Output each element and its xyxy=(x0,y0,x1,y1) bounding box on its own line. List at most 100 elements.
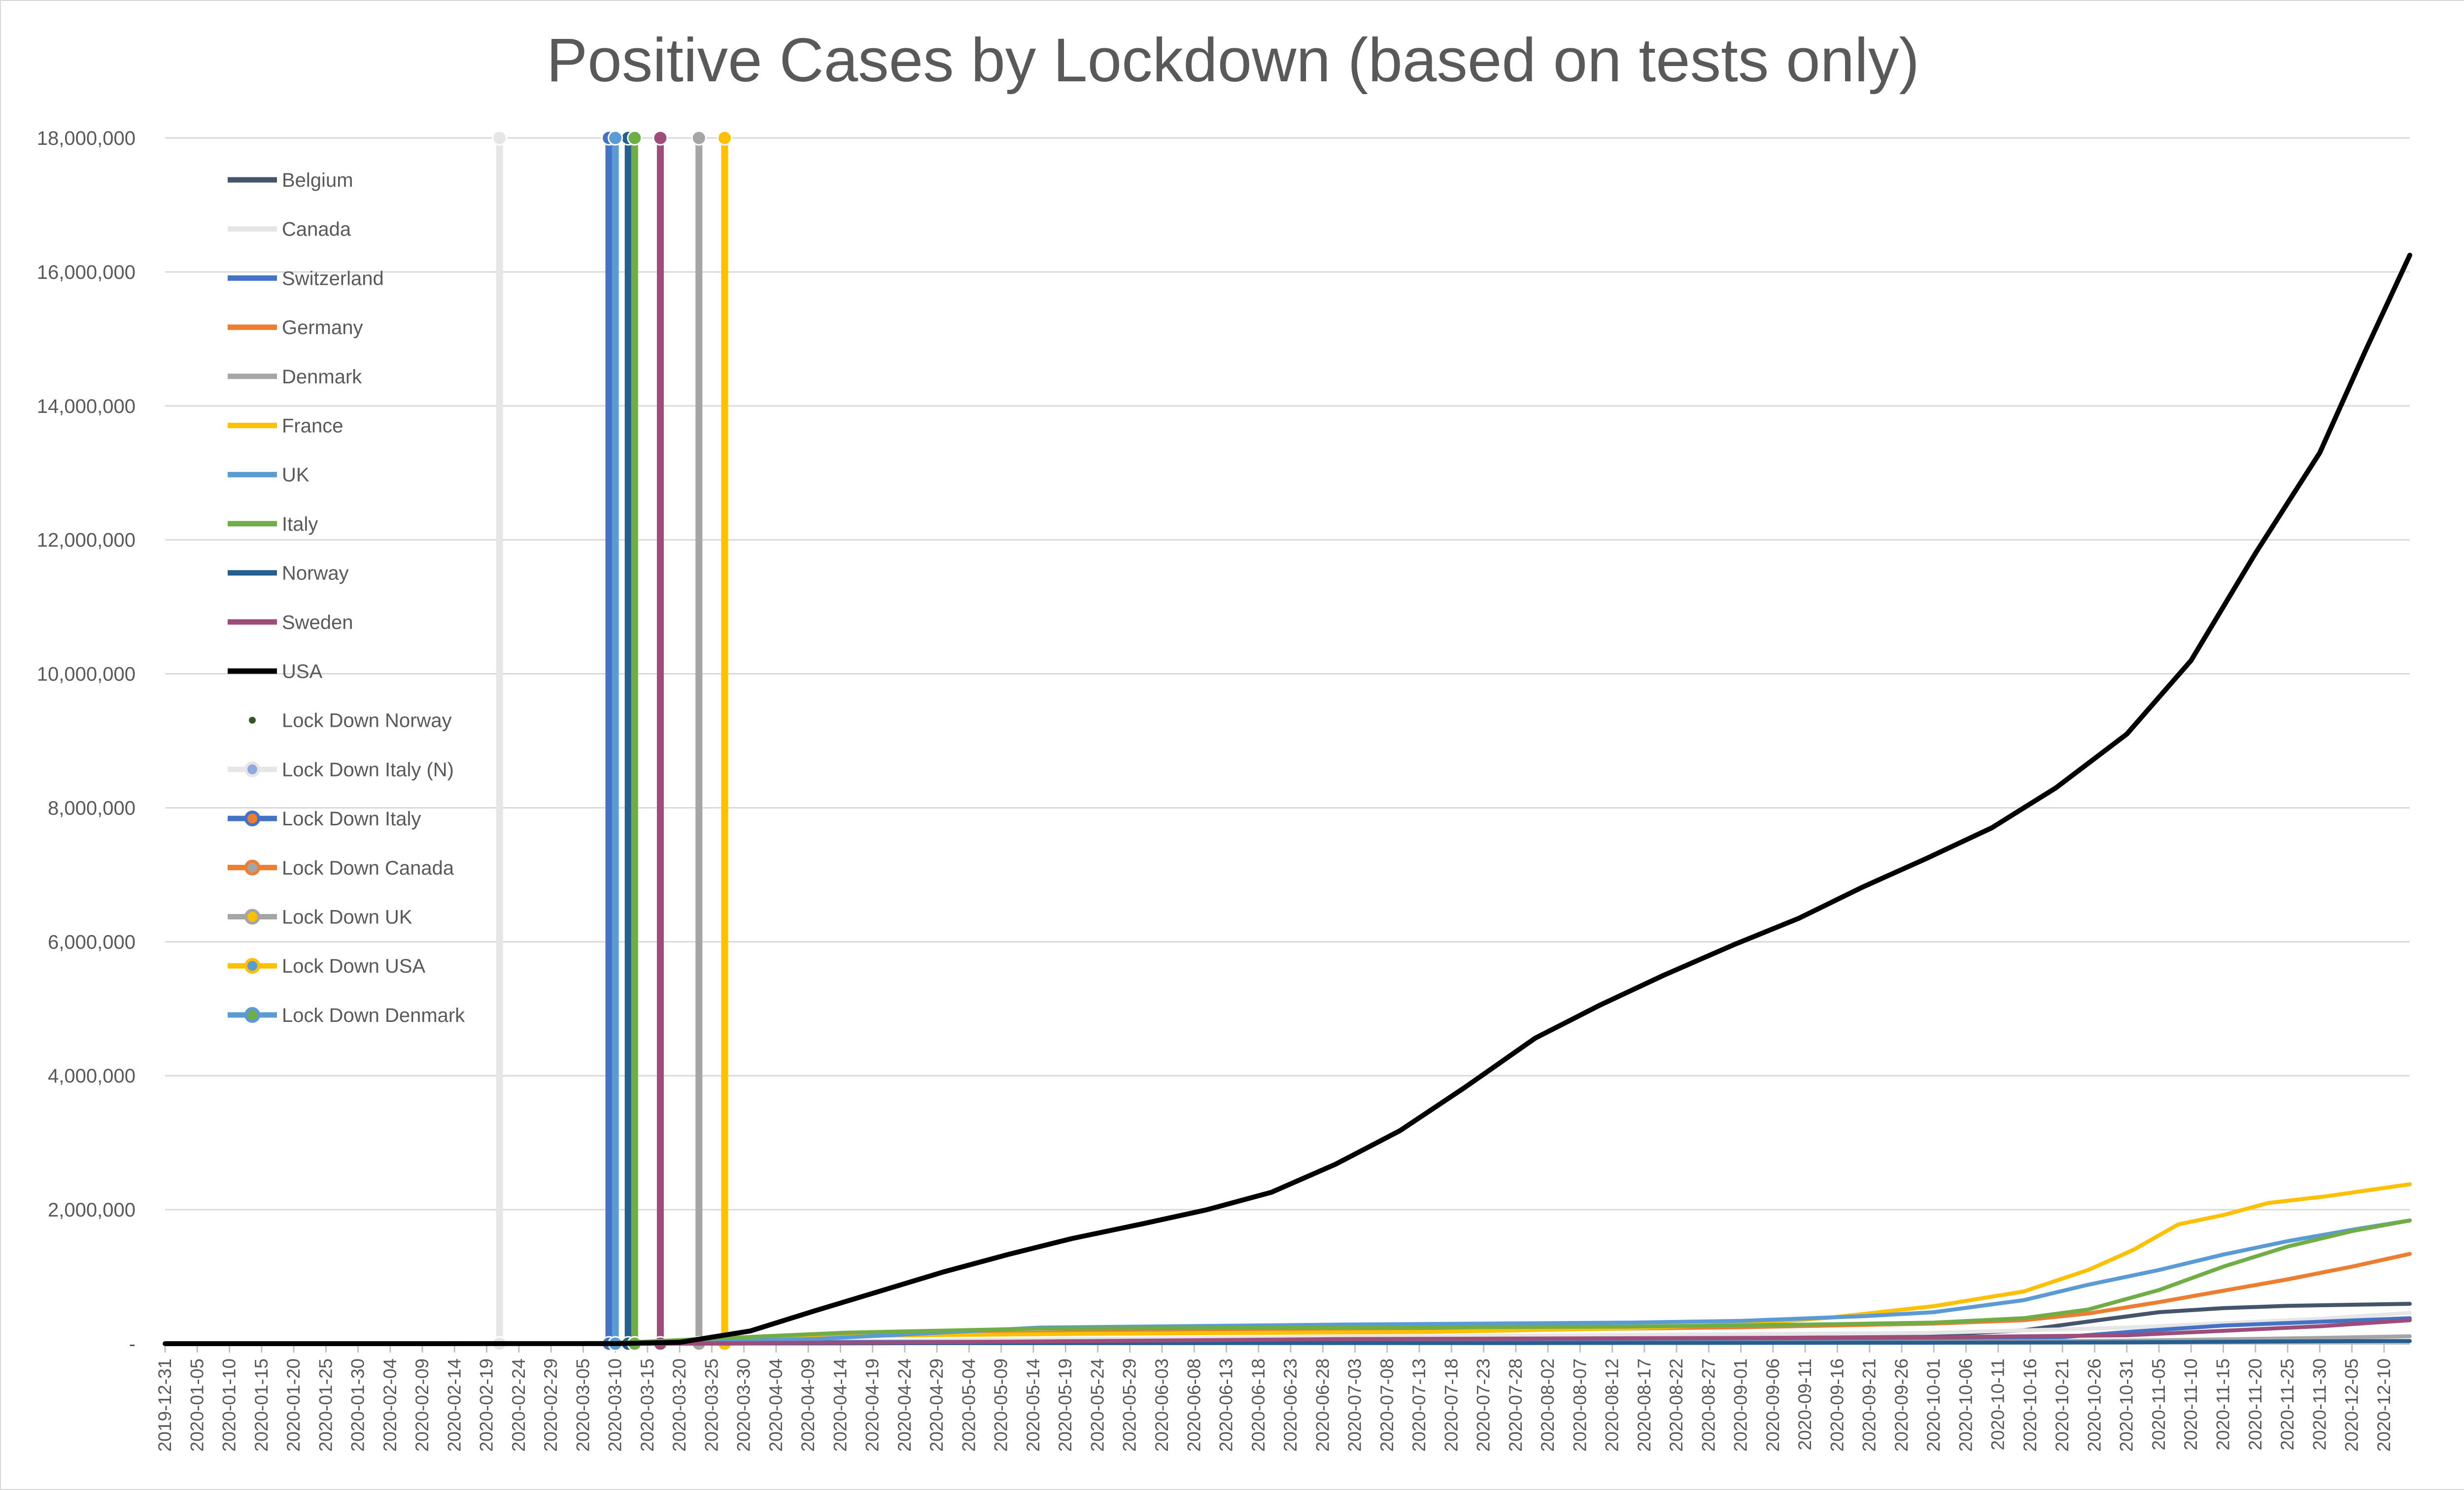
x-tick-label: 2020-05-09 xyxy=(991,1358,1011,1452)
x-tick-label: 2020-10-21 xyxy=(2052,1358,2072,1452)
legend-label: Sweden xyxy=(282,611,353,633)
chart-title: Positive Cases by Lockdown (based on tes… xyxy=(547,26,1919,95)
x-tick-label: 2020-10-06 xyxy=(1955,1358,1976,1452)
gridlines xyxy=(165,137,2410,1345)
x-tick-label: 2020-01-30 xyxy=(348,1358,368,1452)
legend-marker xyxy=(244,909,260,925)
legend-label: Canada xyxy=(282,219,351,240)
x-tick-label: 2020-11-10 xyxy=(2181,1358,2201,1451)
x-tick-label: 2020-08-27 xyxy=(1698,1358,1718,1452)
legend-entry: Norway xyxy=(228,563,349,584)
x-tick-label: 2020-09-26 xyxy=(1891,1358,1912,1452)
legend-label: France xyxy=(282,415,343,437)
lockdown-top-marker xyxy=(608,130,623,146)
x-tick-label: 2020-10-31 xyxy=(2117,1358,2137,1452)
y-axis: - 2,000,000 4,000,000 6,000,000 8,000,000 10,… xyxy=(37,128,136,1355)
legend-entry: Lock Down Canada xyxy=(228,857,454,879)
y-tick-label: 6,000,000 xyxy=(48,931,136,953)
legend-label: Germany xyxy=(282,317,363,339)
x-tick-label: 2020-09-11 xyxy=(1795,1358,1815,1451)
legend-label: Lock Down UK xyxy=(282,907,412,928)
x-tick-label: 2020-03-30 xyxy=(734,1358,754,1452)
x-tick-label: 2020-11-25 xyxy=(2277,1358,2297,1451)
x-tick-label: 2020-01-15 xyxy=(251,1358,272,1452)
legend-label: Belgium xyxy=(282,169,353,191)
x-tick-label: 2020-09-21 xyxy=(1859,1358,1880,1452)
legend-entry: UK xyxy=(228,464,309,486)
x-tick-label: 2020-03-25 xyxy=(701,1358,721,1452)
x-tick-label: 2020-04-14 xyxy=(830,1358,850,1452)
x-axis: 2019-12-31 2020-01-05 2020-01-10 2020-01-15… xyxy=(155,1343,2410,1452)
legend-label: Lock Down USA xyxy=(282,955,426,977)
legend-entry: Switzerland xyxy=(228,268,384,289)
y-tick-label: 10,000,000 xyxy=(37,664,136,685)
lockdown-marker xyxy=(492,130,508,1352)
lockdown-top-marker xyxy=(652,130,668,146)
x-tick-label: 2020-03-05 xyxy=(573,1358,593,1452)
legend-label: Lock Down Denmark xyxy=(282,1005,465,1026)
legend-label: Switzerland xyxy=(282,268,384,289)
x-tick-label: 2020-02-24 xyxy=(509,1358,529,1452)
x-tick-label: 2020-03-15 xyxy=(637,1358,657,1452)
x-tick-label: 2020-10-26 xyxy=(2084,1358,2104,1452)
x-tick-label: 2020-08-07 xyxy=(1570,1358,1590,1452)
legend-entry: Denmark xyxy=(228,366,362,388)
legend-entry: Canada xyxy=(228,219,351,240)
legend-entry: France xyxy=(228,415,343,437)
x-tick-label: 2020-04-19 xyxy=(862,1358,883,1452)
x-tick-label: 2020-07-28 xyxy=(1506,1358,1526,1452)
x-tick-label: 2020-02-19 xyxy=(477,1358,497,1452)
x-tick-label: 2020-04-09 xyxy=(798,1358,818,1452)
legend-entry: Italy xyxy=(228,513,318,535)
x-tick-label: 2020-05-19 xyxy=(1055,1358,1075,1452)
x-tick-label: 2020-08-12 xyxy=(1602,1358,1622,1452)
x-tick-label: 2020-09-01 xyxy=(1731,1358,1751,1452)
x-tick-label: 2020-06-03 xyxy=(1152,1358,1172,1452)
series-line-uk xyxy=(163,1218,2412,1346)
x-tick-label: 2020-01-05 xyxy=(187,1358,207,1452)
x-tick-label: 2020-09-16 xyxy=(1827,1358,1847,1452)
x-tick-label: 2020-02-04 xyxy=(380,1358,400,1452)
x-tick-label: 2020-01-20 xyxy=(283,1358,304,1452)
x-tick-label: 2020-09-06 xyxy=(1763,1358,1783,1452)
x-tick-label: 2020-04-29 xyxy=(926,1358,947,1452)
legend-entry: Sweden xyxy=(228,611,353,633)
legend-label: Lock Down Canada xyxy=(282,857,454,879)
x-tick-label: 2020-02-29 xyxy=(541,1358,561,1452)
series-lines xyxy=(163,252,2412,1346)
x-tick-label: 2020-05-14 xyxy=(1023,1358,1043,1452)
legend-label: UK xyxy=(282,464,309,486)
legend-marker xyxy=(244,1007,260,1023)
legend-label: Lock Down Italy xyxy=(282,808,421,830)
x-tick-label: 2020-03-20 xyxy=(669,1358,689,1452)
x-tick-label: 2020-07-03 xyxy=(1345,1358,1365,1452)
x-tick-label: 2020-11-30 xyxy=(2309,1358,2329,1451)
x-tick-label: 2020-10-11 xyxy=(1988,1358,2008,1451)
legend-label: USA xyxy=(282,661,323,682)
legend-entry: Lock Down USA xyxy=(228,955,426,977)
x-tick-label: 2020-07-13 xyxy=(1409,1358,1429,1452)
lockdown-marker xyxy=(691,130,707,1352)
x-tick-label: 2020-12-05 xyxy=(2342,1358,2362,1452)
legend-label: Lock Down Italy (N) xyxy=(282,759,454,780)
legend-label: Lock Down Norway xyxy=(282,710,452,732)
legend-label: Denmark xyxy=(282,366,362,388)
legend-marker xyxy=(244,859,260,876)
x-tick-label: 2020-07-18 xyxy=(1441,1358,1461,1452)
x-tick-label: 2020-03-10 xyxy=(605,1358,625,1452)
x-tick-label: 2020-11-05 xyxy=(2149,1358,2169,1451)
x-tick-label: 2020-11-20 xyxy=(2245,1358,2265,1451)
x-tick-label: 2020-06-08 xyxy=(1184,1358,1204,1452)
x-tick-label: 2020-05-24 xyxy=(1087,1358,1107,1452)
x-tick-label: 2020-10-16 xyxy=(2020,1358,2040,1452)
x-tick-label: 2020-07-08 xyxy=(1377,1358,1397,1452)
legend-label: Italy xyxy=(282,513,318,535)
legend-swatch xyxy=(249,716,256,724)
x-tick-label: 2020-06-28 xyxy=(1312,1358,1333,1452)
x-tick-label: 2020-06-23 xyxy=(1280,1358,1300,1452)
x-tick-label: 2020-01-25 xyxy=(315,1358,336,1452)
legend-marker xyxy=(244,811,260,827)
x-tick-label: 2020-02-14 xyxy=(444,1358,464,1452)
x-tick-label: 2020-10-01 xyxy=(1923,1358,1944,1452)
